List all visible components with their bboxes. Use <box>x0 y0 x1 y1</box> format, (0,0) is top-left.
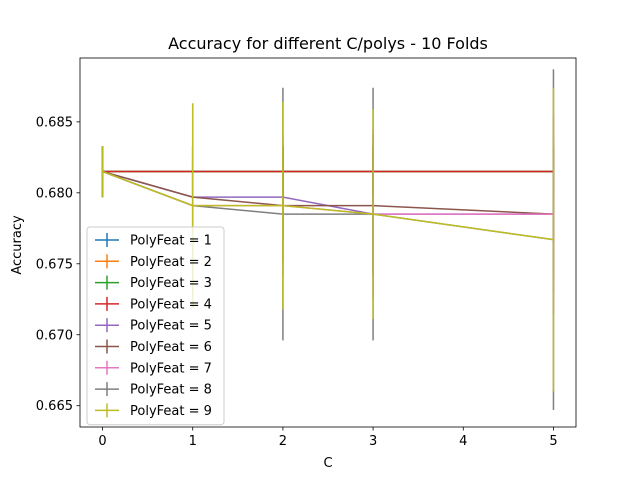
legend-item: PolyFeat = 1 <box>95 233 212 249</box>
x-tick-label: 3 <box>369 434 377 449</box>
legend: PolyFeat = 1 PolyFeat = 2 PolyFeat = 3 Poly… <box>86 226 225 426</box>
legend-item: PolyFeat = 7 <box>95 360 212 376</box>
y-tick-label: 0.665 <box>36 399 73 414</box>
x-tick-label: 0 <box>98 434 106 449</box>
series-line <box>102 170 554 215</box>
legend-label: PolyFeat = 1 <box>130 234 212 249</box>
legend-item: PolyFeat = 4 <box>95 296 212 312</box>
legend-label: PolyFeat = 7 <box>130 361 212 376</box>
plot-area <box>101 69 555 410</box>
legend-label: PolyFeat = 9 <box>130 404 212 419</box>
legend-label: PolyFeat = 4 <box>130 297 212 312</box>
series-line <box>102 170 554 215</box>
legend-item: PolyFeat = 5 <box>95 318 212 334</box>
series-line <box>102 170 554 215</box>
y-tick-label: 0.670 <box>36 328 73 343</box>
legend-item: PolyFeat = 2 <box>95 254 212 270</box>
legend-item: PolyFeat = 3 <box>95 275 212 291</box>
legend-label: PolyFeat = 2 <box>130 255 212 270</box>
x-tick-label: 4 <box>459 434 467 449</box>
legend-item: PolyFeat = 6 <box>95 339 212 355</box>
legend-label: PolyFeat = 6 <box>130 340 212 355</box>
legend-label: PolyFeat = 8 <box>130 383 212 398</box>
chart-title: Accuracy for different C/polys - 10 Fold… <box>168 34 488 53</box>
y-axis-label: Accuracy <box>10 215 25 275</box>
y-tick-label: 0.675 <box>36 257 73 272</box>
legend-label: PolyFeat = 3 <box>130 276 212 291</box>
legend-box <box>86 226 225 426</box>
x-tick-label: 2 <box>279 434 287 449</box>
axes-frame <box>79 57 577 428</box>
legend-label: PolyFeat = 5 <box>130 319 212 334</box>
axes: 0 1 2 3 4 5 0.665 0.670 0.675 0.680 0.685 <box>36 57 577 449</box>
y-tick-label: 0.680 <box>36 186 73 201</box>
x-tick-label: 1 <box>189 434 197 449</box>
x-axis-label: C <box>323 456 332 471</box>
legend-item: PolyFeat = 8 <box>95 382 212 398</box>
x-tick-label: 5 <box>549 434 557 449</box>
series-4 <box>101 145 555 198</box>
y-tick-label: 0.685 <box>36 115 73 130</box>
series-line <box>102 170 554 241</box>
legend-item: PolyFeat = 9 <box>95 403 212 419</box>
